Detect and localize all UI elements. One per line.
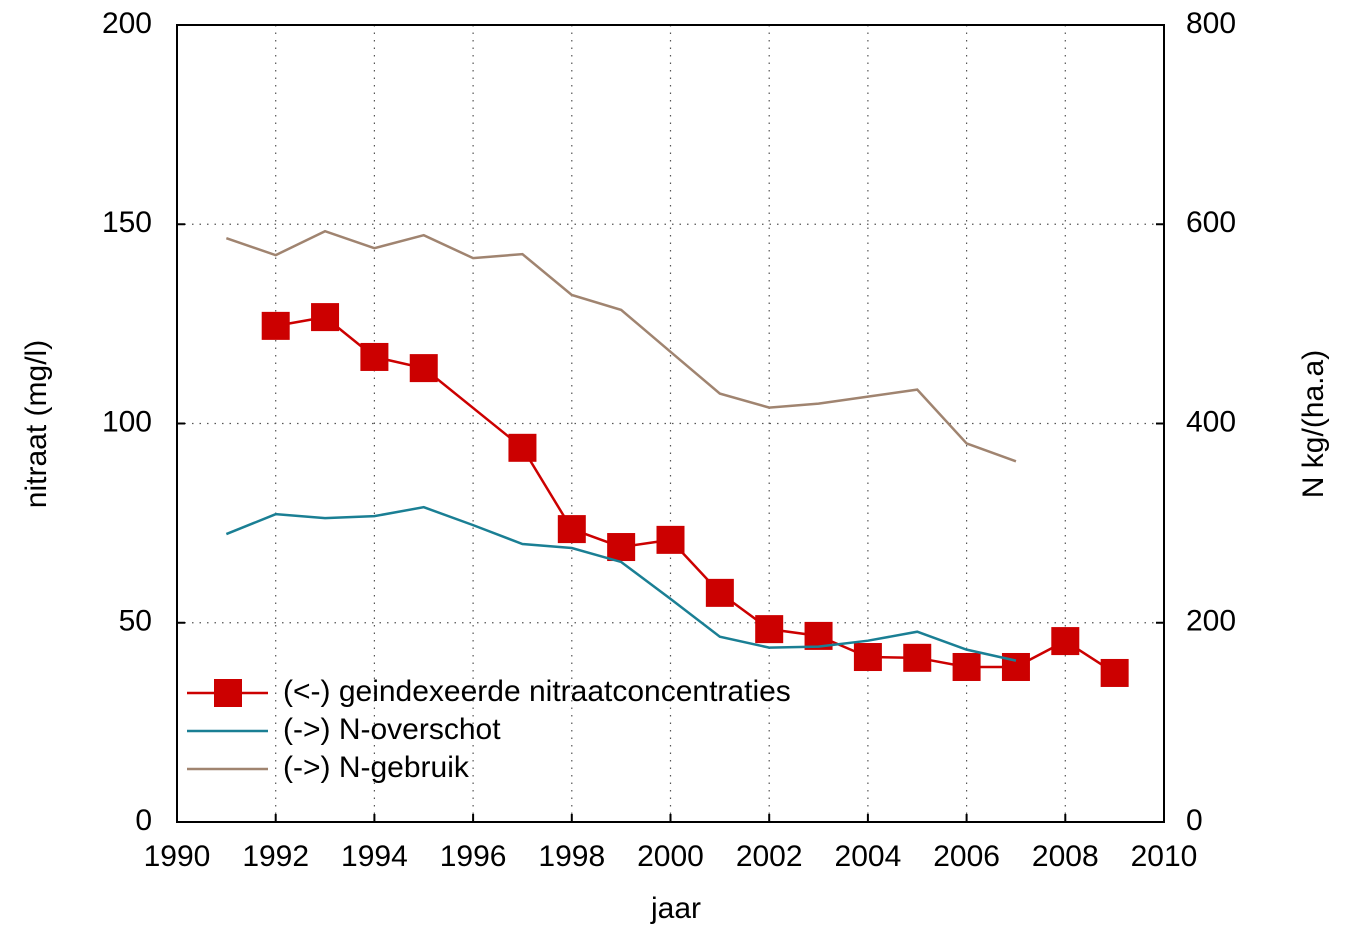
legend-marker <box>214 679 242 707</box>
y2-axis-label: N kg/(ha.a) <box>1297 350 1330 498</box>
series-line <box>225 229 1017 463</box>
marker <box>755 615 784 644</box>
y2-tick-label: 800 <box>1186 7 1236 40</box>
y-tick-label: 100 <box>102 405 152 438</box>
legend-label: (<-) geindexeerde nitraatconcentraties <box>283 675 791 708</box>
marker <box>1051 627 1080 656</box>
x-axis-label: jaar <box>650 892 701 925</box>
x-tick-label: 1998 <box>538 840 605 873</box>
series-line <box>225 505 1017 662</box>
marker <box>903 643 932 672</box>
x-tick-label: 2006 <box>933 840 1000 873</box>
legend-label: (->) N-overschot <box>283 713 501 746</box>
x-tick-label: 2000 <box>637 840 704 873</box>
marker <box>952 652 981 681</box>
legend-label: (->) N-gebruik <box>283 751 470 784</box>
x-tick-label: 1994 <box>341 840 408 873</box>
marker <box>557 515 586 544</box>
marker <box>656 525 685 554</box>
y-axis-label: nitraat (mg/l) <box>20 340 53 508</box>
x-tick-label: 2010 <box>1131 840 1198 873</box>
marker <box>853 643 882 672</box>
x-tick-label: 1990 <box>144 840 211 873</box>
marker <box>409 354 438 383</box>
x-tick-label: 1992 <box>242 840 309 873</box>
marker <box>311 303 340 332</box>
plot-frame <box>176 24 1165 823</box>
marker <box>607 533 636 562</box>
y-tick-label: 0 <box>135 804 152 837</box>
x-tick-label: 2002 <box>736 840 803 873</box>
marker <box>261 311 290 340</box>
marker <box>360 342 389 371</box>
marker <box>508 433 537 462</box>
y2-tick-label: 200 <box>1186 605 1236 638</box>
marker <box>1100 658 1129 687</box>
x-tick-label: 2004 <box>835 840 902 873</box>
y2-tick-label: 600 <box>1186 206 1236 239</box>
series-line <box>275 315 1116 675</box>
y2-tick-label: 400 <box>1186 405 1236 438</box>
x-tick-label: 1996 <box>440 840 507 873</box>
marker <box>705 578 734 607</box>
y-tick-label: 50 <box>119 605 152 638</box>
y2-tick-label: 0 <box>1186 804 1203 837</box>
x-tick-label: 2008 <box>1032 840 1099 873</box>
y-tick-label: 150 <box>102 206 152 239</box>
y-tick-label: 200 <box>102 7 152 40</box>
